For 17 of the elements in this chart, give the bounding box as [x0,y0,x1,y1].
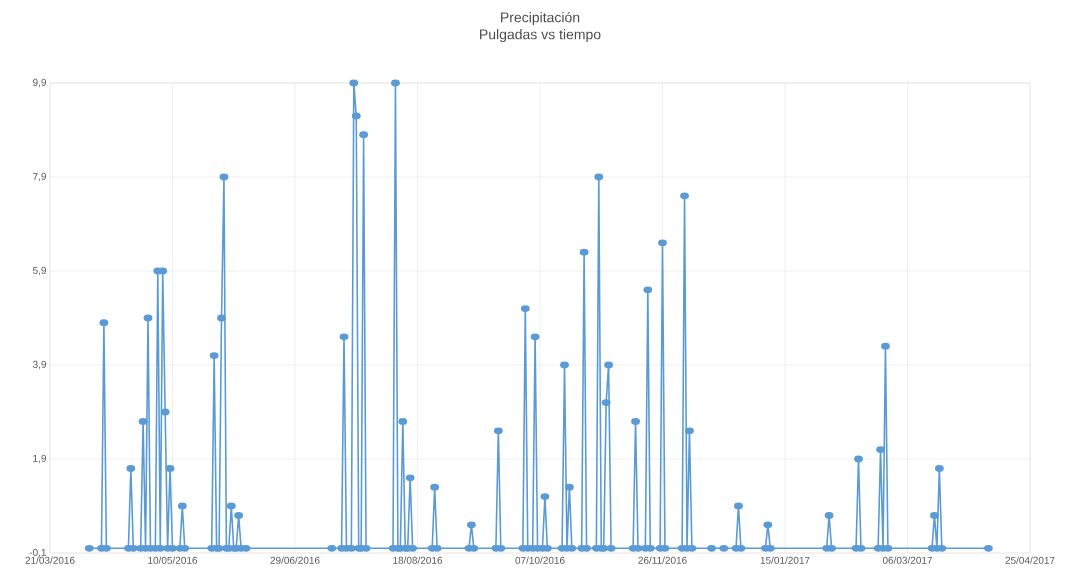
y-tick-label: 7,9 [33,172,47,182]
x-tick-label: 25/04/2017 [1005,556,1055,564]
x-tick-label: 07/10/2016 [515,556,565,564]
x-tick-label: 15/01/2017 [760,556,810,564]
chart-title: Precipitación [501,11,580,26]
chart-subtitle: Pulgadas vs tiempo [480,29,601,43]
x-tick-label: 29/06/2016 [270,556,320,564]
y-tick-label: -0,1 [29,548,46,558]
y-tick-label: 3,9 [32,360,47,370]
y-tick-label: 9,9 [33,78,47,88]
x-tick-label: 21/03/2016 [25,556,75,564]
x-tick-label: 26/11/2016 [638,556,687,564]
x-tick-label: 18/08/2016 [393,556,443,564]
x-tick-label: 06/03/2017 [882,556,933,564]
x-tick-label: 10/05/2016 [148,556,198,564]
y-tick-label: 1,9 [33,454,47,464]
y-tick-label: 5,9 [32,266,47,276]
